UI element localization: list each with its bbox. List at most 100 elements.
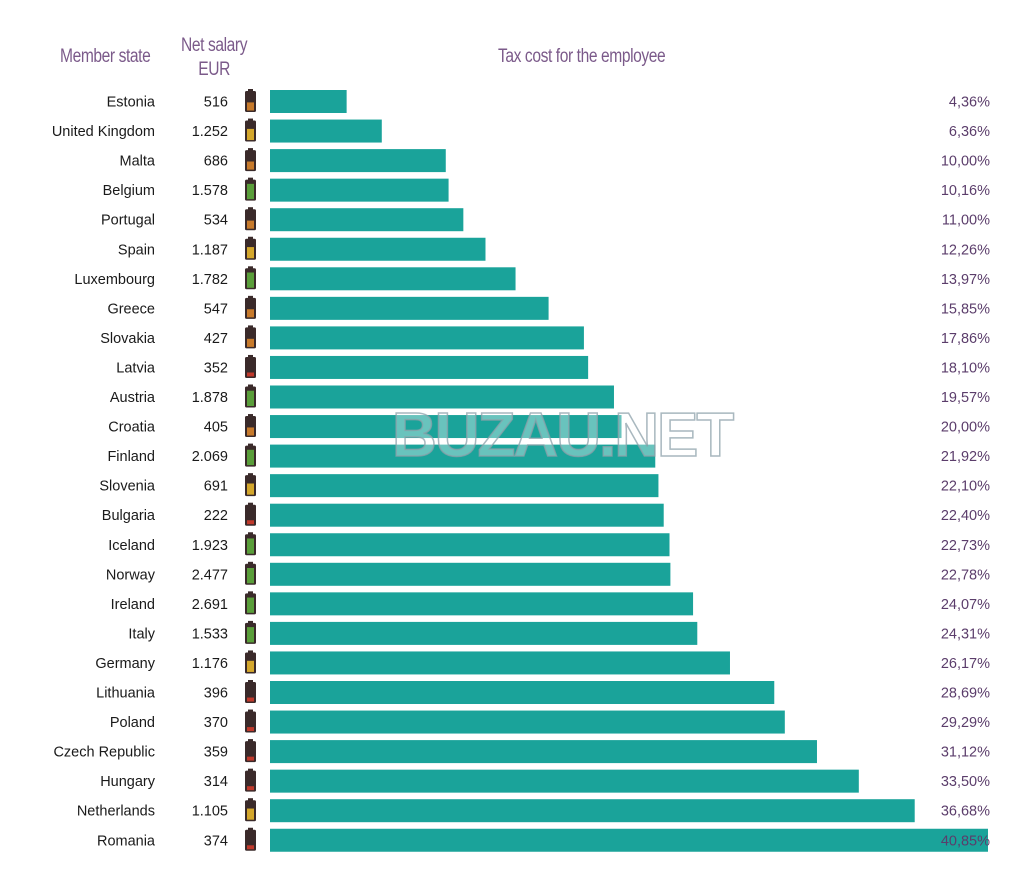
chart-row: Poland 370 29,29% xyxy=(110,709,990,734)
country-label: Austria xyxy=(110,390,156,406)
net-salary-label: 370 xyxy=(204,715,228,731)
tax-cost-value-label: 31,12% xyxy=(941,745,990,761)
net-salary-label: 1.176 xyxy=(192,656,228,672)
country-label: Norway xyxy=(106,567,156,583)
tax-cost-value-label: 12,26% xyxy=(941,242,990,258)
country-label: Romania xyxy=(97,833,156,849)
battery-icon xyxy=(245,148,256,172)
chart-row: Latvia 352 18,10% xyxy=(116,354,990,379)
tax-cost-value-label: 10,16% xyxy=(941,183,990,199)
tax-cost-value-label: 22,73% xyxy=(941,538,990,554)
battery-icon xyxy=(245,177,256,201)
net-salary-label: 2.069 xyxy=(192,449,228,465)
member-state-header: Member state xyxy=(60,46,151,67)
country-label: Spain xyxy=(118,242,155,258)
net-salary-label: 374 xyxy=(204,833,228,849)
tax-cost-bar xyxy=(270,119,382,143)
tax-cost-bar xyxy=(270,326,584,350)
net-salary-label: 352 xyxy=(204,360,228,376)
country-label: Netherlands xyxy=(77,804,155,820)
battery-icon xyxy=(245,89,256,112)
net-salary-header-line2: EUR xyxy=(198,59,230,80)
tax-cost-value-label: 40,85% xyxy=(941,833,990,849)
net-salary-label: 405 xyxy=(204,420,228,436)
net-salary-label: 1.782 xyxy=(192,272,228,288)
tax-cost-value-label: 6,36% xyxy=(949,124,990,140)
chart-row: Romania 374 40,85% xyxy=(97,827,990,852)
country-label: Belgium xyxy=(103,183,155,199)
tax-cost-bar xyxy=(270,444,656,468)
net-salary-label: 1.252 xyxy=(192,124,228,140)
chart-row: United Kingdom 1.252 6,36% xyxy=(52,118,990,143)
country-label: Ireland xyxy=(111,597,155,613)
chart-row: Slovakia 427 17,86% xyxy=(100,325,990,350)
tax-cost-value-label: 11,00% xyxy=(942,213,990,229)
country-label: Iceland xyxy=(108,538,155,554)
watermark-text: BUZAU.NET xyxy=(392,401,734,470)
chart-row: Malta 686 10,00% xyxy=(120,148,990,173)
tax-cost-bar xyxy=(270,681,775,704)
tax-cost-value-label: 13,97% xyxy=(941,272,990,288)
tax-cost-value-label: 33,50% xyxy=(941,774,990,790)
tax-cost-value-label: 22,10% xyxy=(941,479,990,495)
battery-icon xyxy=(245,680,256,703)
tax-cost-bar xyxy=(270,90,347,113)
tax-cost-bar xyxy=(270,533,670,557)
tax-cost-bar xyxy=(270,740,817,764)
battery-icon xyxy=(245,561,256,585)
net-salary-label: 359 xyxy=(204,745,228,761)
tax-cost-bar xyxy=(270,474,659,498)
net-salary-label: 396 xyxy=(204,686,228,702)
country-label: Lithuania xyxy=(96,686,156,702)
country-label: Italy xyxy=(128,626,155,642)
chart-row: Austria 1.878 19,57% xyxy=(110,384,990,409)
tax-cost-header: Tax cost for the employee xyxy=(498,46,666,67)
tax-cost-bar xyxy=(270,562,671,586)
battery-icon xyxy=(245,502,256,526)
net-salary-label: 427 xyxy=(204,331,228,347)
battery-icon xyxy=(245,650,256,674)
battery-icon xyxy=(245,739,256,763)
chart-row: Spain 1.187 12,26% xyxy=(118,236,990,261)
country-label: Estonia xyxy=(107,95,156,111)
battery-icon xyxy=(245,414,256,438)
tax-cost-value-label: 24,07% xyxy=(941,597,990,613)
net-salary-label: 516 xyxy=(204,95,228,111)
net-salary-label: 2.691 xyxy=(192,597,228,613)
chart-row: Lithuania 396 28,69% xyxy=(96,680,990,704)
country-label: Hungary xyxy=(100,774,156,790)
country-label: Malta xyxy=(120,154,156,170)
chart-rows: Estonia 516 4,36% United Kingdom 1.252 6,36% M… xyxy=(52,89,990,852)
chart-row: Estonia 516 4,36% xyxy=(107,89,990,113)
chart-row: Iceland 1.923 22,73% xyxy=(108,532,990,557)
chart-row: Bulgaria 222 22,40% xyxy=(102,502,990,527)
country-label: Poland xyxy=(110,715,155,731)
tax-cost-value-label: 22,40% xyxy=(941,508,990,524)
tax-cost-value-label: 36,68% xyxy=(941,804,990,820)
battery-icon xyxy=(245,266,256,290)
tax-cost-value-label: 22,78% xyxy=(941,567,990,583)
tax-cost-bar xyxy=(270,710,785,734)
tax-cost-value-label: 15,85% xyxy=(941,301,990,317)
tax-cost-value-label: 29,29% xyxy=(941,715,990,731)
chart-row: Portugal 534 11,00% xyxy=(101,207,990,232)
battery-icon xyxy=(245,443,256,467)
tax-cost-value-label: 18,10% xyxy=(941,360,990,376)
tax-cost-value-label: 28,69% xyxy=(941,686,990,702)
tax-cost-bar xyxy=(270,651,730,675)
battery-icon xyxy=(245,354,256,378)
chart-row: Finland 2.069 21,92% xyxy=(107,443,990,468)
chart-row: Hungary 314 33,50% xyxy=(100,768,990,793)
tax-cost-value-label: 26,17% xyxy=(941,656,990,672)
net-salary-label: 1.105 xyxy=(192,804,228,820)
tax-cost-bar xyxy=(270,592,694,616)
tax-cost-value-label: 20,00% xyxy=(941,420,990,436)
country-label: Slovakia xyxy=(100,331,156,347)
chart-row: Netherlands 1.105 36,68% xyxy=(77,798,990,823)
tax-cost-bar xyxy=(270,149,446,173)
tax-cost-value-label: 19,57% xyxy=(941,390,990,406)
battery-icon xyxy=(245,118,256,142)
tax-cost-bar xyxy=(270,267,516,291)
country-label: Germany xyxy=(95,656,155,672)
